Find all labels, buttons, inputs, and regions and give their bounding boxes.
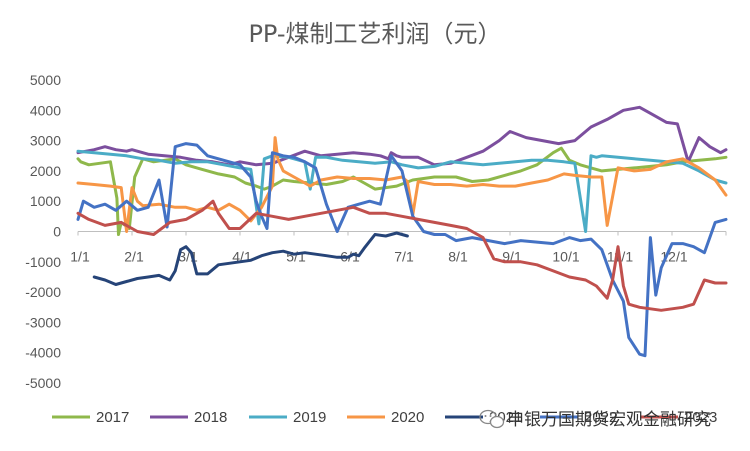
y-tick-label: 5000 bbox=[30, 72, 61, 88]
plot-area bbox=[76, 105, 728, 358]
legend-label-2020: 2020 bbox=[391, 409, 424, 426]
legend-label-2018: 2018 bbox=[194, 409, 227, 426]
legend-label-2022: 2022 bbox=[584, 409, 617, 426]
y-tick-label: -2000 bbox=[25, 284, 61, 300]
x-tick-label: 5/1 bbox=[286, 249, 306, 265]
watermark: 申银万国期货宏观金融研究 bbox=[479, 409, 711, 430]
x-tick-label: 10/1 bbox=[552, 249, 579, 265]
series-line-2018 bbox=[76, 105, 728, 167]
series-line-2023 bbox=[76, 199, 728, 312]
series-line-2021 bbox=[92, 231, 409, 286]
watermark-text: 申银万国期货宏观金融研究 bbox=[507, 410, 711, 430]
legend-label-2017: 2017 bbox=[96, 409, 129, 426]
legend-label-2023: 2023 bbox=[684, 409, 717, 426]
y-tick-label: 2000 bbox=[30, 163, 61, 179]
chart-title: PP-煤制工艺利润（元） bbox=[248, 20, 501, 48]
x-tick-label: 2/1 bbox=[124, 249, 144, 265]
y-tick-label: -4000 bbox=[25, 345, 61, 361]
y-axis: 5000 4000 3000 2000 1000 0 -1000 -2000 -3000 -400… bbox=[25, 72, 61, 391]
series-line-2022 bbox=[76, 142, 728, 358]
legend-label-2019: 2019 bbox=[293, 409, 326, 426]
y-tick-label: 0 bbox=[53, 224, 61, 240]
y-tick-label: -3000 bbox=[25, 314, 61, 330]
y-tick-label: 1000 bbox=[30, 193, 61, 209]
y-tick-label: -5000 bbox=[25, 375, 61, 391]
legend: 2017 2018 2019 2020 2021 2022 2023 bbox=[52, 409, 717, 426]
x-axis: 1/1 2/1 3/1 4/1 5/1 6/1 7/1 8/1 9/1 10/1 11/1 12/1 bbox=[70, 231, 727, 265]
y-tick-label: 4000 bbox=[30, 102, 61, 118]
y-tick-label: -1000 bbox=[25, 254, 61, 270]
wechat-icon bbox=[479, 409, 505, 429]
series-line-2020 bbox=[76, 136, 728, 233]
x-tick-label: 1/1 bbox=[70, 249, 90, 265]
x-tick-label: 7/1 bbox=[394, 249, 414, 265]
y-tick-label: 3000 bbox=[30, 133, 61, 149]
series-line-2019 bbox=[76, 149, 728, 233]
x-tick-label: 8/1 bbox=[448, 249, 468, 265]
